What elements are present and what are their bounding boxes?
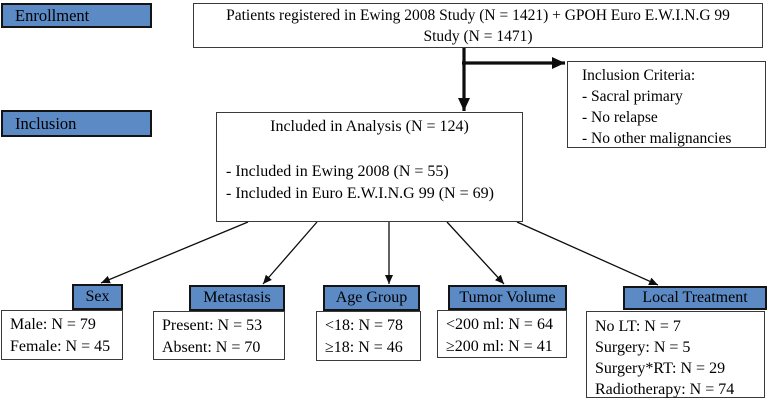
criteria-title: Inclusion Criteria: — [582, 67, 696, 84]
subgroup-age-group-header: Age Group — [323, 285, 420, 311]
analysis-box: Included in Analysis (N = 124) - Include… — [216, 112, 523, 222]
arrow-analysis-to-metastasis — [262, 221, 318, 285]
subgroup-sex-body: Male: N = 79 Female: N = 45 — [1, 310, 123, 360]
criteria-item: - No other malignancies — [582, 130, 732, 147]
stage-label-inclusion: Inclusion — [1, 110, 152, 137]
subgroup-sex-header: Sex — [72, 284, 123, 310]
stat-line: Surgery: N = 5 — [595, 339, 691, 356]
stat-line: Female: N = 45 — [10, 338, 111, 355]
arrow-analysis-to-sex — [100, 221, 249, 284]
stat-line: Absent: N = 70 — [162, 339, 261, 356]
subgroup-metastasis-body: Present: N = 53 Absent: N = 70 — [153, 311, 285, 360]
subgroup-metastasis-header: Metastasis — [189, 285, 285, 311]
stat-line: No LT: N = 7 — [595, 318, 681, 335]
arrow-analysis-to-local-treatment — [516, 221, 659, 286]
arrow-analysis-to-tumor-volume — [446, 221, 505, 285]
stat-line: ≥200 ml: N = 41 — [446, 338, 553, 355]
stat-line: <200 ml: N = 64 — [446, 316, 553, 333]
subgroup-local-treatment-body: No LT: N = 7 Surgery: N = 5 Surgery*RT: … — [586, 311, 765, 398]
stage-label-enrollment: Enrollment — [1, 3, 152, 28]
stat-line: <18: N = 78 — [325, 317, 404, 334]
subgroup-tumor-volume-body: <200 ml: N = 64 ≥200 ml: N = 41 — [437, 310, 567, 358]
registered-line-1: Patients registered in Ewing 2008 Study … — [226, 7, 730, 24]
inclusion-criteria-box: Inclusion Criteria: - Sacral primary - N… — [567, 61, 766, 148]
analysis-item: - Included in Euro E.W.I.N.G 99 (N = 69) — [226, 185, 494, 202]
registered-line-2: Study (N = 1471) — [423, 28, 533, 45]
analysis-title: Included in Analysis (N = 124) — [270, 118, 469, 135]
stat-line: Male: N = 79 — [10, 316, 96, 333]
subgroup-tumor-volume-header: Tumor Volume — [448, 285, 567, 310]
subgroup-local-treatment-header: Local Treatment — [623, 286, 767, 310]
criteria-item: - Sacral primary — [582, 88, 683, 105]
stat-line: Present: N = 53 — [162, 317, 263, 334]
stat-line: ≥18: N = 46 — [325, 339, 403, 356]
stat-line: Radiotherapy: N = 74 — [595, 381, 735, 398]
registered-patients-box: Patients registered in Ewing 2008 Study … — [193, 3, 763, 48]
analysis-item: - Included in Ewing 2008 (N = 55) — [226, 163, 449, 180]
criteria-item: - No relapse — [582, 109, 658, 126]
stat-line: Surgery*RT: N = 29 — [595, 360, 726, 377]
subgroup-age-group-body: <18: N = 78 ≥18: N = 46 — [316, 311, 421, 361]
